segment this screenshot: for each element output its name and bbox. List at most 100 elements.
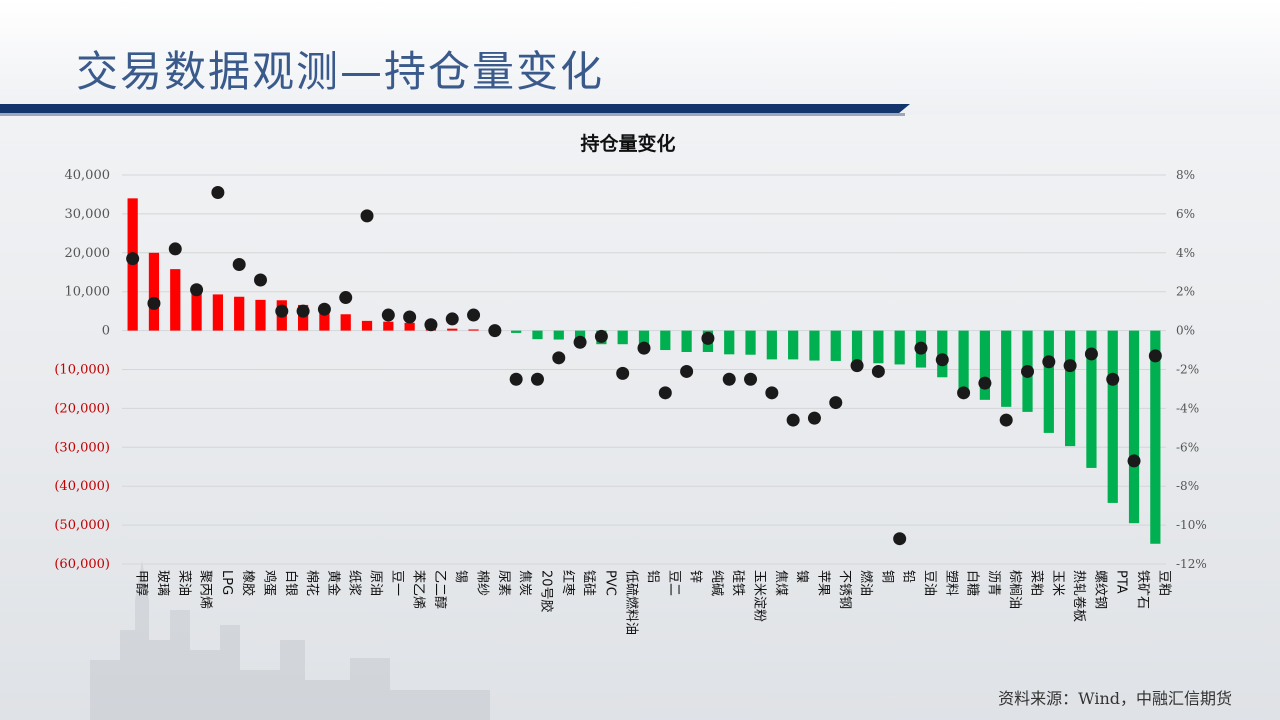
bar bbox=[681, 330, 692, 352]
data-point bbox=[1084, 347, 1098, 361]
data-point bbox=[807, 411, 821, 425]
header bbox=[0, 0, 1280, 115]
category-label: 硅铁 bbox=[730, 570, 745, 596]
right-tick-label: 2% bbox=[1176, 285, 1195, 299]
data-point bbox=[978, 376, 992, 390]
data-point bbox=[914, 341, 928, 355]
right-axis: 8% 6% 4% 2% 0% -2% -4% -6% -8% -10% -12% bbox=[1176, 168, 1207, 571]
bar bbox=[1043, 330, 1054, 433]
data-point bbox=[573, 335, 587, 349]
data-point bbox=[1127, 454, 1141, 468]
bar bbox=[638, 330, 650, 349]
bar bbox=[1086, 330, 1097, 468]
category-label: 尿素 bbox=[496, 570, 511, 596]
data-point bbox=[488, 324, 502, 338]
left-tick-label: (60,000) bbox=[54, 557, 110, 572]
data-point bbox=[701, 331, 715, 345]
data-point bbox=[637, 341, 651, 355]
page-title: 交易数据观测—持仓量变化 bbox=[76, 47, 605, 96]
gridlines bbox=[122, 174, 1166, 565]
data-point bbox=[1063, 359, 1077, 373]
data-point bbox=[275, 304, 289, 318]
right-tick-label: -8% bbox=[1176, 479, 1199, 493]
right-tick-label: 8% bbox=[1176, 168, 1195, 182]
bar bbox=[1001, 330, 1012, 407]
data-point bbox=[403, 310, 417, 324]
data-point bbox=[722, 372, 736, 386]
bar bbox=[809, 330, 820, 361]
bar bbox=[1065, 330, 1076, 447]
bar bbox=[383, 321, 394, 331]
category-label: 菜粕 bbox=[1029, 570, 1044, 596]
left-tick-label: (10,000) bbox=[54, 363, 110, 378]
category-label: 焦炭 bbox=[517, 570, 532, 596]
bar bbox=[468, 329, 479, 331]
left-tick-label: 10,000 bbox=[65, 285, 111, 300]
category-label: 原油 bbox=[368, 570, 383, 596]
category-label: 豆一 bbox=[389, 570, 404, 596]
category-label: 锌 bbox=[688, 570, 703, 583]
data-point bbox=[552, 351, 566, 365]
bar bbox=[724, 330, 735, 355]
data-point bbox=[509, 372, 523, 386]
category-label: 豆粕 bbox=[1156, 570, 1171, 596]
category-label: 菜油 bbox=[176, 570, 191, 596]
data-point bbox=[1106, 372, 1120, 386]
bar bbox=[191, 287, 202, 331]
data-point bbox=[530, 372, 544, 386]
bar bbox=[873, 330, 884, 364]
scatter-series bbox=[126, 186, 1162, 546]
category-label: 棉花 bbox=[304, 570, 320, 596]
bar bbox=[319, 313, 330, 331]
category-label: 螺纹钢 bbox=[1092, 570, 1107, 609]
data-point bbox=[893, 532, 907, 546]
bar bbox=[361, 320, 373, 331]
category-label: 纯碱 bbox=[709, 570, 724, 596]
data-point bbox=[126, 252, 140, 266]
data-point bbox=[339, 291, 353, 305]
right-tick-label: -2% bbox=[1176, 363, 1199, 377]
bar bbox=[958, 330, 969, 395]
right-tick-label: -4% bbox=[1176, 401, 1199, 415]
bar bbox=[1150, 330, 1161, 544]
category-label: 苹果 bbox=[815, 570, 830, 596]
data-point bbox=[1021, 364, 1035, 378]
data-point bbox=[957, 386, 971, 400]
left-tick-label: (40,000) bbox=[54, 479, 110, 494]
data-point bbox=[786, 413, 800, 427]
bar bbox=[148, 252, 160, 331]
data-point bbox=[935, 353, 949, 367]
category-label: 锡 bbox=[453, 570, 468, 583]
category-label: 棉纱 bbox=[475, 570, 490, 596]
category-label: 20号胶 bbox=[538, 570, 554, 613]
category-label: 玻璃 bbox=[155, 570, 170, 596]
data-point bbox=[829, 396, 843, 410]
bar bbox=[745, 330, 756, 355]
category-label: 塑料 bbox=[943, 570, 958, 596]
bar bbox=[447, 328, 458, 331]
bar-series bbox=[127, 198, 1161, 544]
bar bbox=[234, 296, 245, 331]
left-tick-label: 20,000 bbox=[65, 246, 111, 261]
data-point bbox=[999, 413, 1013, 427]
category-label: 黄金 bbox=[325, 570, 341, 596]
data-point bbox=[616, 366, 630, 380]
data-point bbox=[168, 242, 182, 256]
category-label: 铁矿石 bbox=[1135, 570, 1150, 609]
right-tick-label: -10% bbox=[1176, 518, 1207, 532]
category-label: 豆油 bbox=[922, 570, 937, 596]
source-note: 资料来源：Wind，中融汇信期货 bbox=[998, 689, 1232, 708]
left-tick-label: 40,000 bbox=[65, 168, 111, 183]
data-point bbox=[1042, 355, 1056, 369]
title-underline-bar bbox=[0, 104, 910, 113]
left-tick-label: 0 bbox=[102, 324, 110, 339]
category-label: PTA bbox=[1114, 570, 1129, 594]
bar bbox=[617, 330, 628, 345]
category-label: 焦煤 bbox=[773, 570, 788, 596]
category-label: 豆二 bbox=[666, 570, 681, 596]
category-label: 不锈钢 bbox=[837, 570, 852, 609]
category-label: 乙二醇 bbox=[432, 570, 448, 609]
bar bbox=[340, 314, 351, 331]
category-label: 鸡蛋 bbox=[261, 570, 277, 596]
